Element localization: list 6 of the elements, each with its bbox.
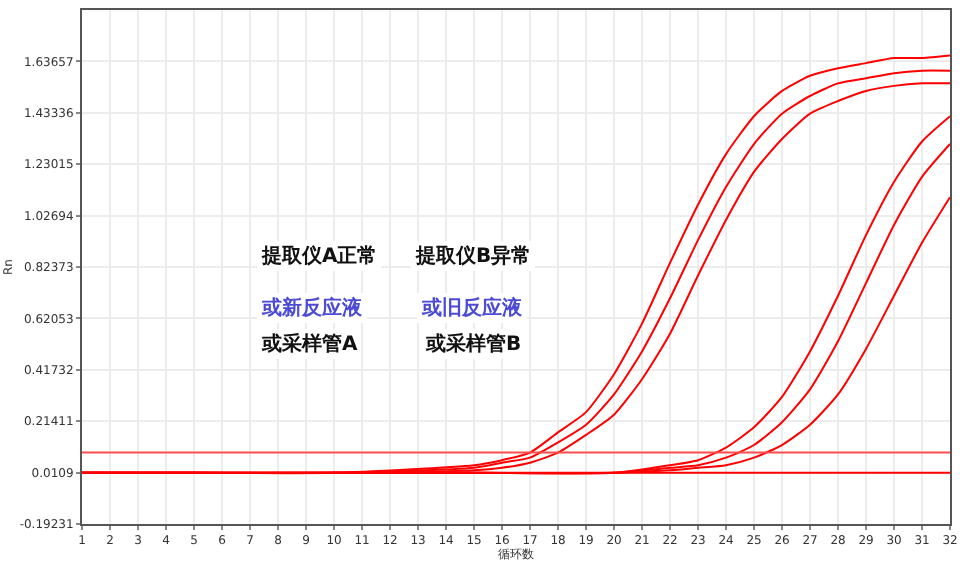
annotation: 或新反应液 <box>260 296 364 320</box>
annotation: 或采样管B <box>424 332 522 356</box>
annotation: 提取仪B异常 <box>414 244 532 268</box>
annotation: 提取仪A正常 <box>260 244 378 268</box>
annotation: 或旧反应液 <box>420 296 524 320</box>
annotation: 或采样管A <box>260 332 358 356</box>
